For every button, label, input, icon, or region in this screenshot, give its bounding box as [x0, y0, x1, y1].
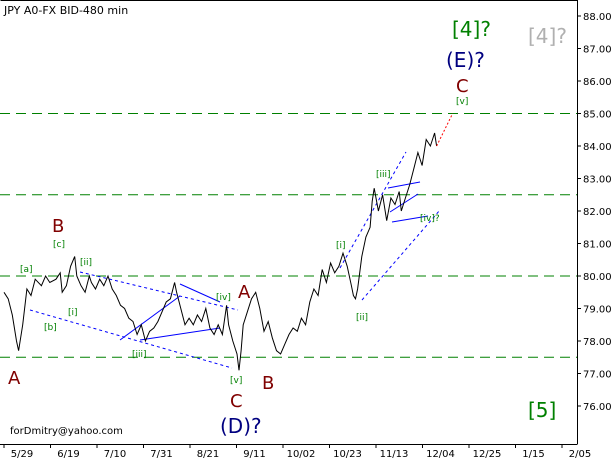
y-tick-label-0: 76.00 — [583, 402, 611, 413]
label-iv-left: [iv] — [216, 293, 231, 303]
label-B-top: B — [52, 216, 64, 237]
label-v-left: [v] — [230, 376, 242, 386]
x-tick-label-9: 12/04 — [426, 449, 455, 459]
label-C-top: C — [456, 76, 469, 97]
y-tick-label-6: 82.00 — [583, 207, 611, 218]
label-b-small: [b] — [44, 323, 57, 333]
label-iii-right: [iii] — [376, 170, 391, 180]
label-D: (D)? — [220, 414, 262, 438]
projection-line — [436, 113, 454, 147]
wave-labels: AB[c][a][b][ii][i][iii][iv][v]ABC(D)?[i]… — [8, 17, 567, 438]
y-tick-label-8: 84.00 — [583, 142, 611, 153]
label-B-mid: B — [262, 373, 274, 394]
footer-email: forDmitry@yahoo.com — [10, 426, 123, 437]
label-A-left: A — [8, 368, 21, 389]
label-iv-right: [iv]? — [420, 214, 440, 224]
triangle-b — [179, 283, 221, 303]
label-A-mid: A — [238, 282, 251, 303]
label-4-green: [4]? — [452, 17, 491, 41]
x-tick-label-8: 11/13 — [380, 449, 409, 459]
x-tick-label-4: 8/21 — [197, 449, 219, 459]
x-tick-label-10: 12/25 — [473, 449, 502, 459]
y-tick-label-12: 88.00 — [583, 12, 611, 23]
y-tick-label-2: 78.00 — [583, 337, 611, 348]
label-c-small: [c] — [53, 240, 65, 250]
small-tri-bottom — [391, 215, 429, 223]
x-tick-label-3: 7/31 — [150, 449, 172, 459]
y-tick-label-5: 81.00 — [583, 240, 611, 251]
x-tick-label-1: 6/19 — [57, 449, 79, 459]
channel-top-right — [339, 151, 407, 269]
label-a-small: [a] — [20, 265, 33, 275]
label-ii-right: [ii] — [356, 313, 368, 323]
x-tick-label-12: 2/05 — [569, 449, 591, 459]
y-axis-ticks: 76.00 77.00 78.00 79.00 80.00 81.00 82.00 83.00… — [577, 12, 611, 413]
price-line — [3, 132, 438, 371]
triangle-a — [119, 295, 181, 341]
y-tick-label-3: 79.00 — [583, 305, 611, 316]
label-4-gray: [4]? — [528, 24, 567, 48]
y-tick-label-1: 77.00 — [583, 370, 611, 381]
channel-top-left — [79, 271, 239, 311]
channel-bottom-left — [29, 309, 233, 369]
label-ii-left: [ii] — [80, 258, 92, 268]
label-i-right: [i] — [336, 241, 346, 251]
x-tick-label-5: 9/11 — [243, 449, 265, 459]
label-C-bottom: C — [230, 391, 243, 412]
chart-title: JPY A0-FX BID-480 min — [3, 4, 128, 17]
label-i-left: [i] — [68, 308, 78, 318]
y-tick-label-9: 85.00 — [583, 110, 611, 121]
x-tick-label-0: 5/29 — [11, 449, 33, 459]
label-v-right: [v] — [456, 97, 468, 107]
x-tick-label-11: 1/15 — [522, 449, 544, 459]
y-tick-label-10: 86.00 — [583, 77, 611, 88]
y-tick-label-7: 83.00 — [583, 175, 611, 186]
label-iii-left: [iii] — [132, 350, 147, 360]
channel-bottom-right — [361, 209, 441, 301]
x-axis-ticks: 5/29 6/19 7/10 7/31 8/21 9/11 10/02 10/23 11/13 1… — [3, 444, 591, 459]
label-E: (E)? — [446, 48, 485, 72]
price-series — [3, 113, 454, 371]
horizontal-levels — [0, 113, 577, 358]
x-tick-label-6: 10/02 — [287, 449, 316, 459]
x-tick-label-2: 7/10 — [104, 449, 126, 459]
label-5: [5] — [528, 398, 556, 422]
y-tick-label-11: 87.00 — [583, 45, 611, 56]
small-tri-top — [387, 181, 421, 189]
x-tick-label-7: 10/23 — [333, 449, 362, 459]
triangle-c — [139, 327, 221, 341]
y-tick-label-4: 80.00 — [583, 272, 611, 283]
